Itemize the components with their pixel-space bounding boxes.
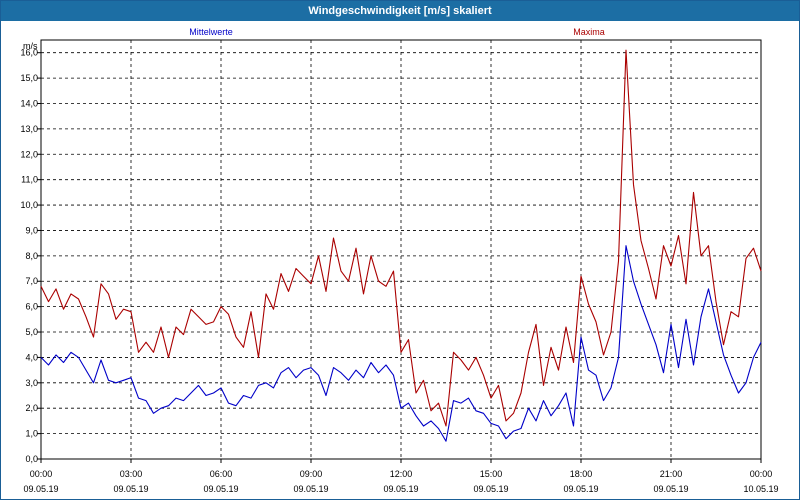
y-tick-label: 0,0	[25, 454, 38, 464]
x-tick-label-date: 09.05.19	[653, 484, 688, 494]
x-tick-label-date: 09.05.19	[563, 484, 598, 494]
x-tick-label-date: 09.05.19	[473, 484, 508, 494]
x-tick-label-date: 09.05.19	[23, 484, 58, 494]
y-tick-label: 14,0	[20, 98, 38, 108]
series-line-mittelwerte	[40, 245, 762, 442]
y-tick-label: 12,0	[20, 149, 38, 159]
y-tick-label: 11,0	[21, 175, 38, 185]
y-tick-label: 7,0	[25, 276, 38, 286]
x-tick-label-time: 15:00	[480, 469, 503, 479]
x-tick-label-time: 00:00	[750, 469, 773, 479]
y-tick-label: 13,0	[20, 124, 38, 134]
x-tick-label-date: 09.05.19	[203, 484, 238, 494]
x-axis: 00:00 09.05.19 03:00 09.05.19 06:00 09.05.19 0…	[23, 469, 778, 494]
y-tick-label: 4,0	[25, 352, 38, 362]
x-tick-label-time: 09:00	[300, 469, 323, 479]
x-tick-label-time: 12:00	[390, 469, 413, 479]
y-tick-label: 8,0	[25, 251, 38, 261]
x-tick-label-date: 09.05.19	[293, 484, 328, 494]
y-tick-label: 10,0	[20, 200, 38, 210]
x-tick-label-time: 03:00	[120, 469, 143, 479]
y-tick-label: 3,0	[25, 378, 38, 388]
x-tick-label-time: 00:00	[30, 469, 53, 479]
legend-mittelwerte: Mittelwerte	[189, 27, 233, 37]
series-layer	[40, 49, 762, 442]
y-tick-label: 1,0	[25, 429, 38, 439]
chart-title: Windgeschwindigkeit [m/s] skaliert	[1, 1, 799, 21]
legend-maxima: Maxima	[573, 27, 605, 37]
x-tick-label-time: 06:00	[210, 469, 233, 479]
y-axis-label: m/s	[23, 41, 38, 51]
y-tick-label: 15,0	[20, 73, 38, 83]
x-tick-label-date: 10.05.19	[743, 484, 778, 494]
x-tick-label-date: 09.05.19	[383, 484, 418, 494]
x-tick-label-time: 21:00	[660, 469, 683, 479]
x-tick-label-date: 09.05.19	[113, 484, 148, 494]
y-tick-label: 2,0	[25, 403, 38, 413]
y-tick-label: 5,0	[25, 327, 38, 337]
series-line-maxima	[40, 49, 762, 427]
chart-plot: m/s 0,0 1,0 2,0 3,0 4,0 5,0 6,0 7,0 8,0 9,0 10,0 11…	[20, 27, 778, 494]
x-tick-label-time: 18:00	[570, 469, 593, 479]
grid	[37, 39, 762, 463]
y-tick-label: 6,0	[25, 302, 38, 312]
y-tick-label: 16,0	[20, 48, 38, 58]
y-tick-label: 9,0	[25, 225, 38, 235]
y-axis: m/s 0,0 1,0 2,0 3,0 4,0 5,0 6,0 7,0 8,0 9,0 10,0 11…	[20, 41, 38, 464]
